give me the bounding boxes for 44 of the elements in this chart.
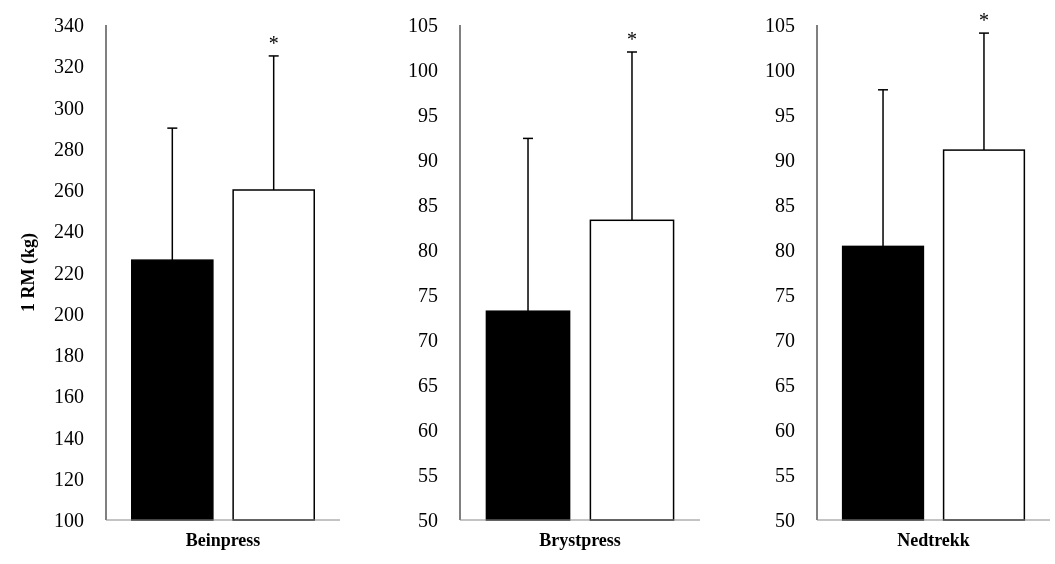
y-tick-label: 90 bbox=[418, 149, 438, 171]
y-tick-label: 240 bbox=[54, 220, 84, 243]
y-tick-label: 100 bbox=[54, 509, 84, 531]
y-tick-label: 100 bbox=[408, 59, 438, 81]
annotation: * bbox=[268, 31, 279, 54]
y-tick-label: 80 bbox=[418, 239, 438, 261]
y-tick-label: 60 bbox=[775, 419, 795, 441]
y-tick-label: 300 bbox=[54, 96, 84, 119]
y-tick-label: 105 bbox=[765, 14, 795, 36]
y-tick-label: 340 bbox=[54, 14, 84, 36]
x-tick-label: Brystpress bbox=[539, 530, 621, 550]
y-tick-label: 55 bbox=[418, 464, 438, 486]
y-tick-label: 280 bbox=[54, 137, 84, 160]
y-tick-label: 100 bbox=[765, 59, 795, 81]
y-tick-label: 75 bbox=[775, 284, 795, 306]
y-axis-title: 1 RM (kg) bbox=[18, 233, 39, 312]
x-tick-label: Nedtrekk bbox=[897, 530, 970, 550]
y-tick-label: 95 bbox=[418, 104, 438, 126]
y-tick-label: 160 bbox=[54, 385, 84, 408]
y-tick-label: 200 bbox=[54, 302, 84, 325]
y-tick-label: 140 bbox=[54, 426, 84, 449]
y-tick-label: 120 bbox=[54, 467, 84, 490]
y-tick-label: 65 bbox=[775, 374, 795, 396]
y-tick-label: 85 bbox=[418, 194, 438, 216]
y-tick-label: 70 bbox=[775, 329, 795, 351]
y-tick-label: 85 bbox=[775, 194, 795, 216]
annotation: * bbox=[978, 9, 989, 32]
y-tick-label: 75 bbox=[418, 284, 438, 306]
y-tick-label: 55 bbox=[775, 464, 795, 486]
y-tick-label: 50 bbox=[418, 509, 438, 531]
x-tick-label: Beinpress bbox=[185, 530, 261, 550]
y-tick-label: 180 bbox=[54, 344, 84, 366]
y-tick-label: 80 bbox=[775, 239, 795, 261]
y-tick-label: 220 bbox=[54, 261, 84, 284]
y-tick-label: 320 bbox=[54, 55, 84, 78]
y-tick-label: 260 bbox=[54, 179, 84, 201]
y-tick-label: 70 bbox=[418, 329, 438, 351]
annotation: * bbox=[626, 28, 637, 50]
y-tick-label: 65 bbox=[418, 374, 438, 396]
y-tick-label: 50 bbox=[775, 509, 795, 531]
y-tick-label: 90 bbox=[775, 149, 795, 171]
y-tick-label: 95 bbox=[775, 104, 795, 126]
y-tick-label: 60 bbox=[418, 419, 438, 441]
y-tick-label: 105 bbox=[408, 14, 438, 36]
